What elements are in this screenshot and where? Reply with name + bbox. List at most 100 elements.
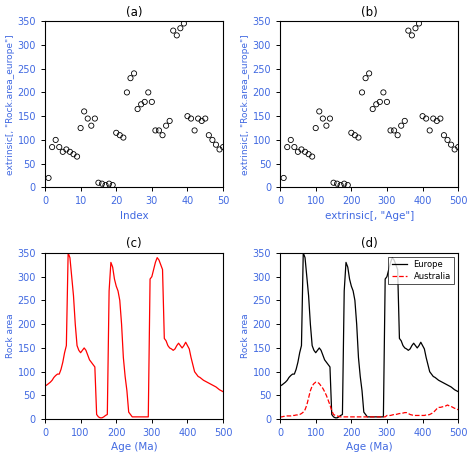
Point	[397, 122, 405, 129]
Australia	[313, 379, 318, 385]
X-axis label: Age (Ma): Age (Ma)	[346, 442, 393, 453]
Europe	[405, 348, 411, 353]
Point	[134, 105, 141, 113]
Line: Australia: Australia	[280, 382, 458, 417]
Europe	[300, 250, 306, 256]
Australia	[412, 413, 418, 418]
Title: (d): (d)	[361, 237, 377, 251]
Point	[412, 25, 419, 32]
Point	[283, 143, 291, 151]
Point	[84, 115, 91, 122]
Australia	[386, 413, 392, 418]
Point	[369, 105, 377, 113]
X-axis label: Index: Index	[120, 211, 149, 221]
Point	[187, 115, 195, 122]
Point	[355, 134, 362, 141]
Point	[169, 27, 177, 34]
Title: (a): (a)	[126, 5, 142, 19]
Point	[404, 27, 412, 34]
Point	[77, 125, 84, 132]
Point	[294, 148, 302, 155]
Point	[155, 127, 163, 134]
Point	[444, 136, 451, 144]
Point	[102, 181, 109, 189]
Point	[116, 131, 123, 139]
Point	[127, 75, 134, 82]
Point	[80, 108, 88, 115]
Europe	[388, 260, 394, 265]
Point	[191, 127, 198, 134]
Point	[372, 101, 380, 108]
Point	[141, 98, 149, 106]
Europe	[455, 389, 461, 394]
Point	[113, 129, 120, 136]
Point	[383, 98, 391, 106]
Point	[298, 146, 305, 153]
Point	[73, 153, 81, 160]
Point	[451, 146, 458, 153]
Point	[419, 113, 426, 120]
Point	[326, 115, 334, 122]
Point	[162, 122, 170, 129]
Point	[344, 181, 351, 189]
Europe	[324, 360, 329, 365]
Point	[301, 148, 309, 155]
Point	[394, 131, 402, 139]
Europe	[414, 345, 420, 351]
Point	[216, 146, 223, 153]
Australia	[277, 414, 283, 420]
Point	[290, 143, 298, 151]
Point	[380, 89, 387, 96]
Point	[194, 115, 202, 122]
Point	[330, 179, 337, 186]
Line: Europe: Europe	[280, 253, 458, 418]
Point	[205, 131, 213, 139]
Point	[59, 148, 67, 155]
Legend: Europe, Australia: Europe, Australia	[388, 257, 454, 284]
Australia	[361, 414, 367, 420]
Point	[62, 146, 70, 153]
Y-axis label: extrinsic[, "Rock.area_europe"]: extrinsic[, "Rock.area_europe"]	[6, 34, 15, 174]
Point	[109, 181, 116, 189]
Y-axis label: Rock area: Rock area	[241, 314, 250, 358]
Title: (c): (c)	[126, 237, 142, 251]
Point	[98, 180, 106, 187]
Point	[305, 151, 312, 158]
Point	[70, 151, 77, 158]
Point	[319, 115, 327, 122]
Australia	[404, 410, 410, 415]
Point	[333, 180, 341, 187]
Europe	[363, 412, 368, 417]
Point	[429, 115, 437, 122]
Point	[315, 108, 323, 115]
Point	[351, 131, 359, 139]
Point	[365, 70, 373, 77]
Point	[437, 115, 444, 122]
Point	[323, 122, 330, 129]
Point	[184, 113, 191, 120]
X-axis label: extrinsic[, "Age"]: extrinsic[, "Age"]	[324, 211, 414, 221]
Point	[55, 143, 63, 151]
Point	[387, 127, 394, 134]
Europe	[290, 371, 296, 377]
Point	[123, 89, 131, 96]
Point	[152, 127, 159, 134]
Point	[201, 115, 209, 122]
Point	[376, 98, 384, 106]
Point	[120, 134, 127, 141]
Point	[280, 174, 288, 182]
Point	[337, 181, 344, 189]
Point	[308, 153, 316, 160]
Point	[219, 143, 227, 151]
Point	[408, 32, 416, 39]
Point	[358, 89, 366, 96]
Point	[348, 129, 355, 136]
Point	[312, 125, 319, 132]
Title: (b): (b)	[361, 5, 377, 19]
Point	[287, 136, 295, 144]
Point	[209, 136, 216, 144]
Australia	[290, 413, 296, 418]
Point	[440, 131, 448, 139]
Point	[447, 141, 455, 148]
Point	[130, 70, 138, 77]
